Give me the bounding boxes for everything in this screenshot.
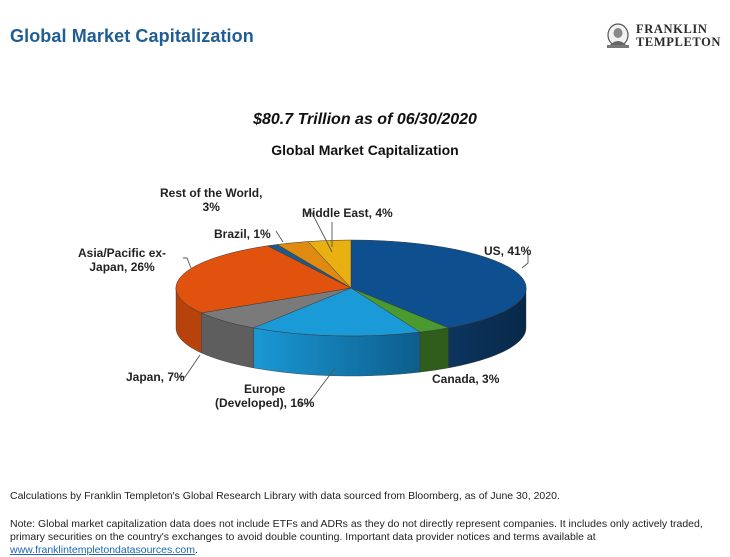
logo-line-1: FRANKLIN	[636, 22, 708, 36]
label-asia-line2: Japan, 26%	[89, 260, 155, 274]
chart-title: Global Market Capitalization	[271, 142, 459, 158]
pie-top	[175, 239, 527, 337]
note-end: .	[195, 544, 198, 556]
label-row-line1: Rest of the World,	[160, 186, 263, 200]
label-europe-line1: Europe	[244, 382, 286, 396]
pie-slice-asia-pacific-ex-japan	[175, 245, 352, 314]
logo-line-2: TEMPLETON	[636, 35, 722, 49]
pie-slice-europe-developed-	[252, 287, 421, 337]
franklin-portrait-icon	[607, 23, 629, 48]
page-title: Global Market Capitalization	[10, 26, 254, 46]
label-rest-of-world: Rest of the World, 3%	[160, 186, 262, 214]
label-asia-line1: Asia/Pacific ex-	[78, 246, 167, 260]
pie-slice-middle-east	[307, 239, 352, 289]
label-us: US, 41%	[484, 244, 532, 258]
pie-sides	[175, 287, 527, 377]
disclaimer-note: Note: Global market capitalization data …	[10, 518, 725, 557]
franklin-templeton-logo: FRANKLIN TEMPLETON	[606, 22, 726, 52]
source-note: Calculations by Franklin Templeton's Glo…	[10, 490, 560, 502]
note-text: Note: Global market capitalization data …	[10, 518, 703, 543]
leader-lines	[180, 212, 529, 405]
label-japan: Japan, 7%	[126, 370, 185, 384]
label-europe-line2: (Developed), 16%	[215, 396, 315, 410]
chart-subtitle: $80.7 Trillion as of 06/30/2020	[253, 111, 477, 128]
pie-side-canada	[419, 327, 449, 373]
label-europe: Europe (Developed), 16%	[215, 382, 314, 410]
label-asia-pacific: Asia/Pacific ex- Japan, 26%	[78, 246, 166, 274]
label-canada: Canada, 3%	[432, 372, 500, 386]
data-sources-link[interactable]: www.franklintempletondatasources.com	[10, 544, 196, 556]
label-row-line2: 3%	[202, 200, 220, 214]
pie-slice-us	[350, 239, 527, 329]
label-middle-east: Middle East, 4%	[302, 206, 393, 220]
label-brazil: Brazil, 1%	[214, 227, 271, 241]
